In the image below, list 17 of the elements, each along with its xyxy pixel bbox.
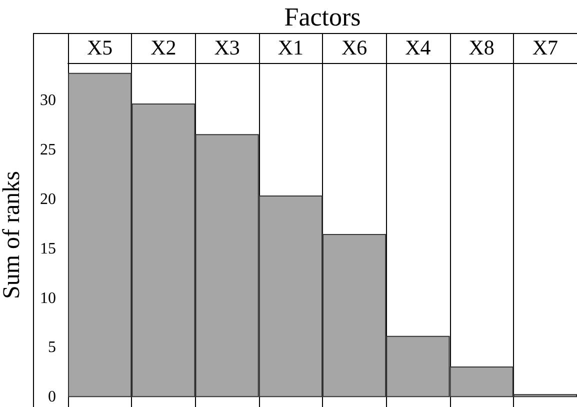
x-tick-label: X5 xyxy=(86,36,113,60)
x-axis-title: Factors xyxy=(284,2,361,32)
y-tick-label: 30 xyxy=(40,92,56,110)
x-tick-label: X3 xyxy=(214,36,240,60)
x-tick-label: X8 xyxy=(468,36,494,60)
y-tick-label: 5 xyxy=(48,339,56,356)
y-tick-label: 20 xyxy=(40,190,56,208)
y-tick-label: 0 xyxy=(48,388,56,406)
y-tick-label: 10 xyxy=(40,290,56,307)
y-axis-title: Sum of ranks xyxy=(0,171,25,299)
x-tick-label: X6 xyxy=(341,36,368,60)
x-tick-label: X1 xyxy=(278,36,304,60)
x-tick-label: X4 xyxy=(405,36,432,60)
y-tick-label: 25 xyxy=(40,141,56,158)
y-tick-label: 15 xyxy=(40,240,56,258)
x-tick-label: X7 xyxy=(532,36,558,60)
x-tick-label: X2 xyxy=(150,36,176,60)
